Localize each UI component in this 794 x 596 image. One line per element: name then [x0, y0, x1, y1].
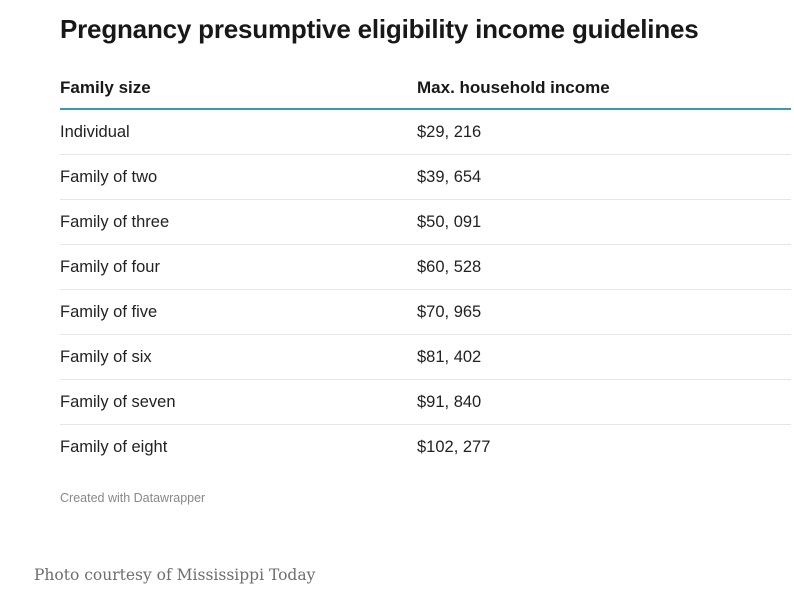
income-cell: $60, 528: [417, 244, 791, 290]
table-header-row: Family size Max. household income: [60, 76, 791, 110]
photo-caption: Photo courtesy of Mississippi Today: [34, 566, 316, 584]
family-size-cell: Family of seven: [60, 379, 417, 425]
table-row: Family of eight $102, 277: [60, 425, 791, 470]
table-row: Family of four $60, 528: [60, 244, 791, 290]
table-row: Individual $29, 216: [60, 109, 791, 155]
family-size-cell: Family of two: [60, 154, 417, 200]
income-cell: $39, 654: [417, 154, 791, 200]
income-cell: $102, 277: [417, 437, 491, 456]
source-credit: Created with Datawrapper: [60, 491, 206, 505]
income-cell: $29, 216: [417, 109, 791, 155]
table-row: Family of six $81, 402: [60, 334, 791, 380]
family-size-cell: Family of five: [60, 289, 417, 335]
income-cell: $50, 091: [417, 199, 791, 245]
column-header-family-size: Family size: [60, 76, 417, 110]
family-size-cell: Family of six: [60, 334, 417, 380]
chart-container: Pregnancy presumptive eligibility income…: [60, 12, 791, 505]
family-size-cell: Family of four: [60, 244, 417, 290]
income-cell: $81, 402: [417, 334, 791, 380]
column-header-max-income: Max. household income: [417, 76, 791, 110]
table-row: Family of five $70, 965: [60, 289, 791, 335]
table-row: Family of three $50, 091: [60, 199, 791, 245]
income-cell: $70, 965: [417, 289, 791, 335]
family-size-cell: Family of eight: [60, 437, 168, 456]
income-cell: $91, 840: [417, 379, 791, 425]
chart-title: Pregnancy presumptive eligibility income…: [60, 14, 699, 44]
family-size-cell: Family of three: [60, 199, 417, 245]
table-row: Family of seven $91, 840: [60, 379, 791, 425]
table-row: Family of two $39, 654: [60, 154, 791, 200]
family-size-cell: Individual: [60, 109, 417, 155]
income-table: Family size Max. household income Indivi…: [60, 76, 791, 469]
